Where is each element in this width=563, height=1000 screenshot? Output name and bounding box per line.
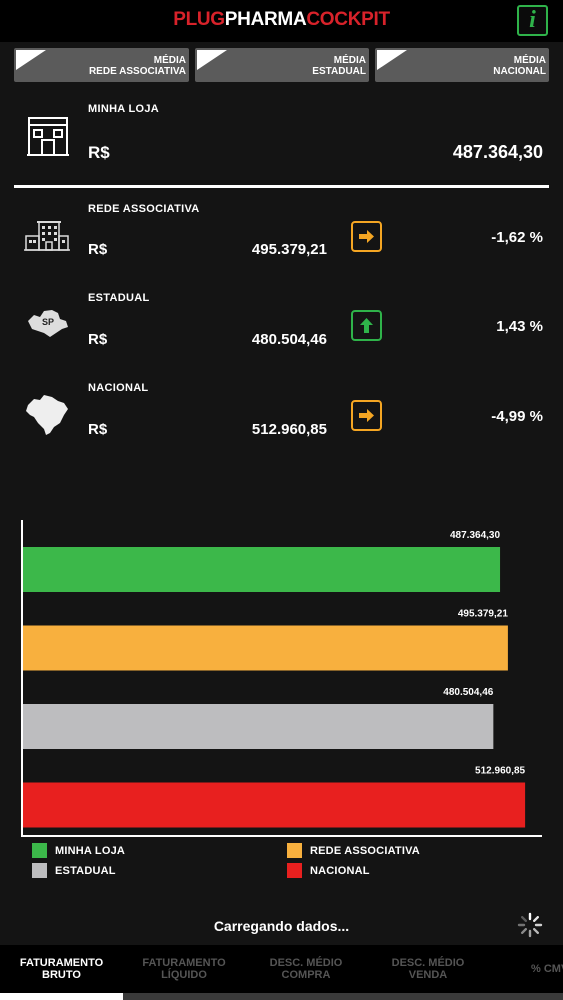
info-icon: i	[529, 7, 536, 33]
tab-desc-medio-venda[interactable]: DESC. MÉDIO VENDA	[367, 957, 489, 981]
brand-pharma: PHARMA	[224, 9, 307, 30]
tab-media-rede-associativa[interactable]: MÉDIA REDE ASSOCIATIVA	[14, 48, 189, 82]
brand-cockpit: COCKPIT	[306, 9, 390, 30]
legend-nacional: NACIONAL	[287, 863, 370, 878]
tab-faturamento-bruto[interactable]: FATURAMENTO BRUTO	[0, 957, 123, 981]
estadual-pct: 1,43 %	[496, 318, 543, 335]
legend-rede-associativa: REDE ASSOCIATIVA	[287, 843, 420, 858]
bottom-navigation: FATURAMENTO BRUTO FATURAMENTO LÍQUIDO DE…	[0, 945, 563, 1000]
corner-flag-icon	[377, 50, 407, 70]
building-icon	[24, 221, 70, 251]
tab-percent-cmv[interactable]: % CMV	[489, 963, 563, 975]
tab-label-line2: NACIONAL	[493, 66, 546, 77]
tab-label-line1: MÉDIA	[153, 55, 186, 66]
nav-label-line1: FATURAMENTO	[142, 957, 226, 969]
sp-map-text: SP	[42, 317, 54, 327]
nav-label-line1: DESC. MÉDIO	[269, 957, 343, 969]
tab-label-line1: MÉDIA	[513, 55, 546, 66]
nav-label-line1: DESC. MÉDIO	[391, 957, 465, 969]
legend-swatch	[287, 843, 302, 858]
rede-associativa-label: REDE ASSOCIATIVA	[88, 203, 200, 215]
corner-flag-icon	[16, 50, 46, 70]
estadual-value: 480.504,46	[251, 331, 327, 348]
minha-loja-currency: R$	[88, 143, 110, 162]
tab-label-line2: REDE ASSOCIATIVA	[88, 66, 186, 77]
nav-label-line1: FATURAMENTO	[19, 957, 104, 969]
legend-swatch	[32, 843, 47, 858]
tab-label-line2: ESTADUAL	[312, 66, 366, 77]
chart-bar-2	[23, 704, 494, 749]
trend-right-arrow-icon	[351, 400, 382, 431]
legend-label: REDE ASSOCIATIVA	[310, 844, 420, 857]
minha-loja-value: 487.364,30	[452, 142, 543, 162]
brand-plug: PLUG	[173, 9, 225, 30]
nav-label-line2: LÍQUIDO	[161, 969, 207, 981]
nav-label-line2: BRUTO	[42, 969, 81, 981]
comparison-bar-chart: 487.364,30 495.379,21 480.504,46 512.960,85	[21, 520, 542, 837]
legend-label: NACIONAL	[310, 864, 370, 877]
legend-label: ESTADUAL	[55, 864, 116, 877]
chart-data-label-2: 480.504,46	[443, 687, 493, 698]
trend-up-arrow-icon	[351, 310, 382, 341]
estadual-label: ESTADUAL	[88, 292, 150, 304]
app-header: PLUGPHARMACOCKPIT i	[0, 0, 563, 42]
nacional-currency: R$	[88, 421, 108, 438]
chart-data-label-3: 512.960,85	[475, 766, 525, 777]
rede-associativa-currency: R$	[88, 241, 108, 258]
chart-bar-1	[23, 625, 508, 671]
legend-estadual: ESTADUAL	[32, 863, 116, 878]
legend-swatch	[32, 863, 47, 878]
corner-flag-icon	[197, 50, 227, 70]
chart-data-label-0: 487.364,30	[450, 530, 500, 541]
nacional-label: NACIONAL	[88, 382, 149, 394]
chart-bar-3	[23, 782, 526, 828]
chart-data-label-1: 495.379,21	[458, 609, 508, 620]
nav-label-line2: VENDA	[408, 969, 448, 981]
brazil-map-icon	[26, 395, 68, 435]
estadual-currency: R$	[88, 331, 108, 348]
average-tabs: MÉDIA REDE ASSOCIATIVA MÉDIA ESTADUAL MÉ…	[14, 48, 549, 82]
app-title: PLUGPHARMACOCKPIT	[0, 9, 563, 31]
loading-spinner-icon	[517, 912, 543, 938]
nacional-pct: -4,99 %	[491, 408, 543, 425]
rede-associativa-pct: -1,62 %	[491, 229, 543, 246]
chart-bar-0	[23, 547, 501, 592]
minha-loja-label: MINHA LOJA	[88, 103, 160, 115]
trend-right-arrow-icon	[351, 221, 382, 252]
tab-label-line1: MÉDIA	[333, 55, 366, 66]
tab-indicator-active	[0, 993, 123, 1000]
section-divider	[14, 185, 549, 188]
tab-desc-medio-compra[interactable]: DESC. MÉDIO COMPRA	[245, 957, 367, 981]
nav-label-line2: COMPRA	[281, 969, 331, 981]
store-icon	[27, 117, 69, 156]
rede-associativa-value: 495.379,21	[251, 241, 327, 258]
legend-label: MINHA LOJA	[55, 844, 126, 857]
nacional-value: 512.960,85	[251, 421, 327, 438]
legend-swatch	[287, 863, 302, 878]
loading-status: Carregando dados...	[213, 918, 350, 934]
sp-state-map-icon: SP	[28, 310, 68, 337]
legend-minha-loja: MINHA LOJA	[32, 843, 125, 858]
tab-media-nacional[interactable]: MÉDIA NACIONAL	[375, 48, 549, 82]
nav-label-line1: % CMV	[531, 963, 563, 975]
tab-faturamento-liquido[interactable]: FATURAMENTO LÍQUIDO	[123, 957, 245, 981]
tab-media-estadual[interactable]: MÉDIA ESTADUAL	[195, 48, 369, 82]
info-button[interactable]: i	[517, 5, 548, 36]
tab-indicator-track	[0, 993, 563, 1000]
